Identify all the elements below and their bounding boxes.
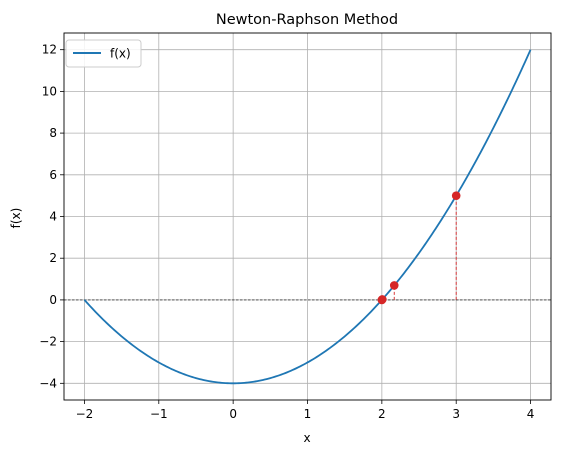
y-tick-label: 12 xyxy=(42,43,57,57)
y-tick-label: −4 xyxy=(39,376,57,390)
iteration-point xyxy=(377,295,387,305)
y-tick-label: 10 xyxy=(42,84,57,98)
x-tick-label: 1 xyxy=(304,407,312,421)
legend-frame xyxy=(65,39,142,68)
y-tick-label: 0 xyxy=(49,293,57,307)
x-tick-label: −2 xyxy=(76,407,94,421)
x-tick-label: 0 xyxy=(229,407,237,421)
x-tick-label: 3 xyxy=(452,407,460,421)
plot-area-frame xyxy=(63,32,552,401)
x-tick-label: 2 xyxy=(378,407,386,421)
y-tick-label: 8 xyxy=(49,126,57,140)
y-axis-label: f(x) xyxy=(9,208,23,229)
y-tick-label: 6 xyxy=(49,168,57,182)
y-tick-label: 4 xyxy=(49,210,57,224)
iteration-point xyxy=(451,191,461,200)
x-tick-label: −1 xyxy=(150,407,168,421)
axes xyxy=(60,32,552,404)
x-axis-label: x xyxy=(303,431,310,445)
iteration-point xyxy=(389,281,399,290)
y-tick-label: 2 xyxy=(49,251,57,265)
legend: f(x) xyxy=(65,39,142,68)
y-tick-label: −2 xyxy=(39,335,57,349)
chart-title: Newton-Raphson Method xyxy=(216,12,398,28)
legend-label-fx: f(x) xyxy=(110,47,131,61)
x-tick-label: 4 xyxy=(527,407,535,421)
iteration-layer xyxy=(377,191,461,305)
